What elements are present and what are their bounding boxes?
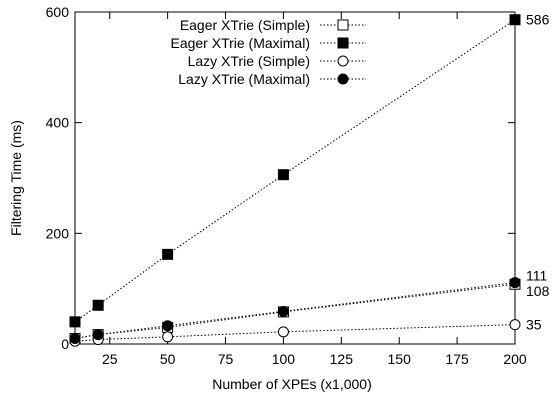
data-point-series-2 bbox=[92, 299, 104, 311]
data-point-series-4 bbox=[69, 332, 81, 344]
legend-marker bbox=[337, 73, 349, 85]
series-lines bbox=[74, 19, 516, 342]
x-tick-label: 175 bbox=[445, 351, 469, 367]
data-point-series-2 bbox=[277, 169, 289, 181]
x-tick-label: 75 bbox=[218, 351, 234, 367]
data-point-series-3 bbox=[509, 319, 521, 331]
tick-labels: 0 200 400 600 25 50 75 100 125 150 175 200 bbox=[46, 4, 527, 367]
x-tick-label: 100 bbox=[272, 351, 296, 367]
plot-frame bbox=[74, 11, 516, 345]
y-tick-label: 400 bbox=[46, 115, 70, 131]
end-value-label: 35 bbox=[526, 317, 542, 333]
data-point-series-4 bbox=[277, 305, 289, 317]
legend-marker bbox=[337, 19, 349, 31]
end-value-label: 111 bbox=[526, 268, 547, 284]
x-tick-label: 200 bbox=[503, 351, 527, 367]
series-line-3 bbox=[74, 324, 516, 342]
legend-marker bbox=[337, 55, 349, 67]
tick-marks bbox=[75, 11, 516, 345]
legend-label: Eager XTrie (Simple) bbox=[180, 17, 310, 33]
end-value-label: 108 bbox=[526, 283, 550, 299]
data-point-series-3 bbox=[162, 331, 174, 343]
series-line-4 bbox=[74, 282, 516, 339]
data-point-series-2 bbox=[162, 248, 174, 260]
legend-label: Lazy XTrie (Maximal) bbox=[178, 71, 310, 87]
data-point-series-2 bbox=[509, 14, 521, 26]
series-points bbox=[69, 14, 521, 347]
x-tick-label: 25 bbox=[102, 351, 118, 367]
data-point-series-4 bbox=[92, 329, 104, 341]
legend-label: Eager XTrie (Maximal) bbox=[170, 35, 310, 51]
data-point-series-3 bbox=[277, 326, 289, 338]
data-point-series-4 bbox=[162, 320, 174, 332]
y-tick-label: 600 bbox=[46, 4, 70, 20]
y-tick-label: 200 bbox=[46, 225, 70, 241]
legend-marker bbox=[337, 37, 349, 49]
legend-label: Lazy XTrie (Simple) bbox=[188, 53, 310, 69]
end-value-label: 586 bbox=[526, 12, 550, 28]
x-tick-label: 50 bbox=[160, 351, 176, 367]
axes bbox=[74, 11, 516, 345]
data-point-series-4 bbox=[509, 277, 521, 289]
y-tick-label: 0 bbox=[61, 336, 69, 352]
series-line-2 bbox=[74, 19, 516, 323]
y-axis-label: Filtering Time (ms) bbox=[8, 120, 24, 236]
x-tick-label: 150 bbox=[388, 351, 412, 367]
x-tick-label: 125 bbox=[330, 351, 354, 367]
x-axis-label: Number of XPEs (x1,000) bbox=[212, 376, 372, 392]
legend: Eager XTrie (Simple) Eager XTrie (Maximal… bbox=[170, 17, 366, 87]
data-point-series-2 bbox=[69, 316, 81, 328]
series-line-1 bbox=[74, 283, 516, 339]
